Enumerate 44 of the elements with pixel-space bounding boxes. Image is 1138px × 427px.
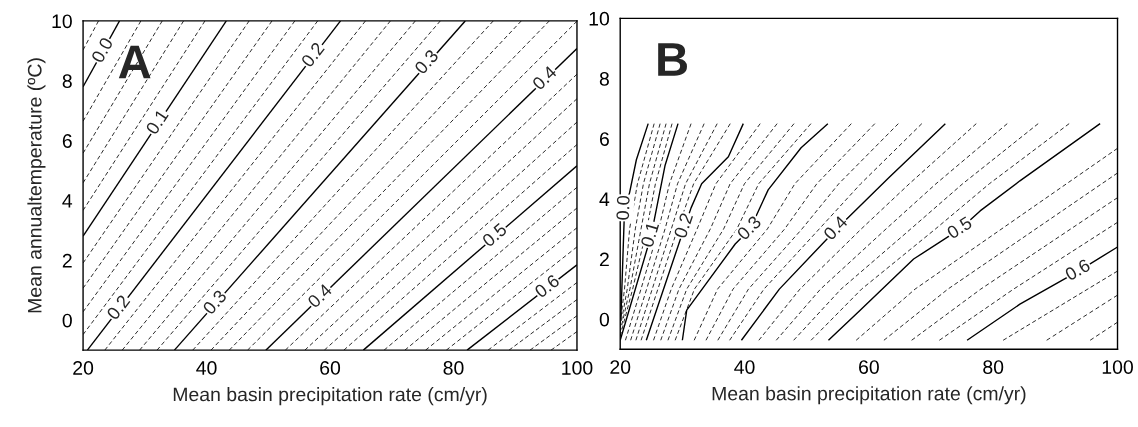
x-tick-label: 100 (1102, 360, 1133, 374)
annotation: 0.5 (945, 215, 973, 240)
annotation: 0.4 (306, 282, 333, 309)
y-tick-label: 4 (599, 192, 610, 206)
annotation: 0.2 (673, 212, 694, 239)
x-axis-title: Mean basin precipitation rate (cm/yr) (173, 387, 487, 406)
y-tick-label: 10 (589, 11, 610, 26)
annotation: 0.4 (822, 214, 849, 241)
x-tick-label: 100 (562, 361, 593, 375)
annotation: A (118, 45, 151, 79)
x-tick-label: 80 (443, 361, 464, 375)
annotation: 0.5 (481, 222, 508, 248)
annotation: 0.3 (736, 215, 762, 241)
annotation: B (658, 43, 687, 76)
x-tick-label: 40 (196, 361, 217, 375)
annotation: 0.0 (90, 36, 114, 64)
annotation: 0.1 (640, 221, 660, 248)
y-tick-label: 0 (599, 312, 610, 327)
y-tick-label: 8 (62, 74, 72, 89)
x-axis-title: Mean basin precipitation rate (cm/yr) (712, 386, 1026, 405)
x-tick-label: 60 (859, 360, 879, 374)
x-tick-label: 20 (610, 360, 631, 374)
annotation: 0.3 (202, 289, 228, 316)
x-tick-label: 40 (734, 360, 755, 374)
annotation: 0.1 (145, 108, 169, 136)
x-tick-label: 80 (983, 360, 1004, 374)
annotation: 0.2 (105, 294, 131, 321)
annotation: 0.2 (300, 41, 325, 68)
y-tick-label: 6 (62, 134, 72, 148)
y-tick-label: 0 (62, 313, 72, 328)
annotation: 0.6 (1064, 258, 1091, 282)
y-tick-label: 4 (62, 194, 73, 208)
y-tick-label: 10 (52, 14, 72, 29)
annotation: 0.0 (616, 195, 630, 220)
y-tick-label: 6 (599, 132, 609, 146)
x-tick-label: 60 (320, 361, 341, 375)
y-tick-label: 2 (599, 252, 609, 267)
x-tick-label: 20 (73, 361, 94, 375)
annotation: 0.3 (413, 48, 439, 75)
annotation: 0.4 (531, 64, 558, 91)
y-tick-label: 2 (62, 253, 72, 268)
annotation: 0.6 (533, 273, 561, 299)
y-tick-label: 8 (599, 72, 609, 86)
y-axis-title: Mean annualtemperature (ºC) (27, 58, 46, 313)
